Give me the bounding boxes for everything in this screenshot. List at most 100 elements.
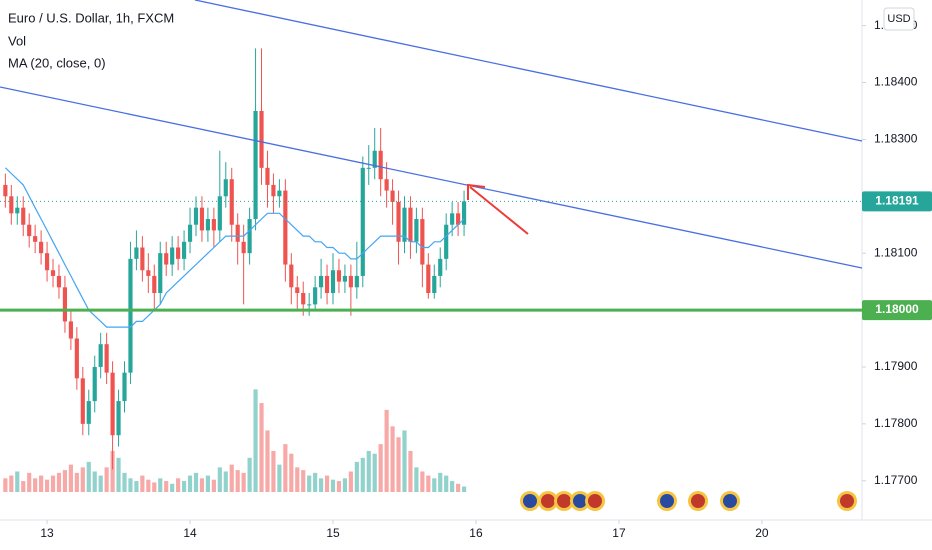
volume-bar <box>259 403 264 492</box>
volume-bar <box>176 478 181 492</box>
candle-body <box>372 150 377 168</box>
x-tick-label: 20 <box>755 526 769 540</box>
volume-bar <box>336 481 342 492</box>
volume-bar <box>438 472 443 492</box>
candle-body <box>277 190 282 197</box>
volume-bar <box>62 470 68 492</box>
candle-body <box>176 247 181 259</box>
volume-bar <box>414 467 419 492</box>
volume-bar <box>128 478 133 492</box>
candle-body <box>360 167 365 276</box>
volume-bar <box>235 470 240 492</box>
volume-bar <box>92 471 97 492</box>
y-tick-label: 1.18100 <box>874 245 918 259</box>
volume-bar <box>15 471 20 492</box>
candle-body <box>461 201 467 225</box>
volume-bar <box>253 389 258 492</box>
volume-bar <box>152 482 157 492</box>
candle-body <box>408 207 413 242</box>
volume-bar <box>110 450 115 492</box>
volume-bar <box>74 472 79 492</box>
candle-body <box>438 258 443 276</box>
candle-body <box>396 201 401 242</box>
arrow <box>467 183 529 235</box>
x-tick-label: 13 <box>40 526 54 540</box>
candle-body <box>199 207 205 231</box>
volume-bar <box>104 467 109 492</box>
volume-bar <box>140 475 145 492</box>
indicator-label: Vol <box>8 33 26 48</box>
x-tick-label: 16 <box>469 526 483 540</box>
candle-body <box>92 366 97 402</box>
y-tick-label: 1.18300 <box>874 132 918 146</box>
volume-bar <box>366 450 371 492</box>
volume-bar <box>181 481 187 492</box>
volume-bar <box>241 472 246 492</box>
volume-bar <box>289 453 294 492</box>
candle-body <box>432 275 437 293</box>
candle-body <box>450 213 455 225</box>
volume-bar <box>444 475 449 492</box>
candle-body <box>241 241 246 254</box>
x-tick-label: 14 <box>183 526 197 540</box>
candle-body <box>402 207 407 242</box>
volume-bar <box>277 464 282 492</box>
candle-body <box>259 110 264 168</box>
currency-label: USD <box>887 13 910 25</box>
volume-bar <box>426 475 431 492</box>
candle-body <box>348 275 353 288</box>
candle-body <box>205 219 210 231</box>
candle-body <box>9 196 14 214</box>
candle-body <box>27 224 32 237</box>
volume-bar <box>390 426 395 492</box>
volume-bar <box>27 472 32 492</box>
candle-body <box>420 219 425 265</box>
candle-body <box>265 167 270 185</box>
volume-bar <box>408 450 413 492</box>
volume-bar <box>146 479 151 492</box>
candle-body <box>271 184 276 197</box>
volume-bar <box>456 483 461 492</box>
volume-bar <box>396 437 401 492</box>
volume-bar <box>307 475 312 492</box>
volume-bar <box>205 475 210 492</box>
y-tick-label: 1.17900 <box>874 359 918 373</box>
candle-body <box>74 338 79 379</box>
volume-bar <box>50 475 56 492</box>
candle-body <box>98 344 103 367</box>
volume-bar <box>39 475 44 492</box>
candle-body <box>104 344 109 373</box>
volume-bar <box>223 471 228 492</box>
candle-body <box>223 179 228 197</box>
price-tag <box>862 191 932 212</box>
candle-body <box>33 236 38 242</box>
candle-body <box>164 253 169 265</box>
candle-body <box>444 224 449 259</box>
ma-line <box>4 167 465 328</box>
event-icons <box>520 491 857 511</box>
candle-body <box>414 219 419 242</box>
volume-bar <box>164 481 169 492</box>
candle-body <box>187 224 193 242</box>
currency-button[interactable] <box>883 7 915 31</box>
candle-body <box>68 321 73 339</box>
candle-body <box>307 304 312 306</box>
volume-bar <box>372 453 377 492</box>
candle-body <box>336 270 342 282</box>
candle-body <box>3 184 8 197</box>
candle-body <box>122 372 127 402</box>
candle-body <box>152 275 157 293</box>
volume-bar <box>432 478 437 492</box>
price-tag-label: 1.18191 <box>875 194 919 208</box>
volume-bar <box>384 409 389 492</box>
candle-body <box>134 247 139 259</box>
volume-bar <box>420 471 425 492</box>
volume-bar <box>217 467 222 492</box>
candle-body <box>86 401 91 424</box>
volume-bar <box>354 461 359 492</box>
volume-bar <box>402 430 407 492</box>
volume-bar <box>271 450 276 492</box>
candle-body <box>426 264 431 293</box>
volume-bar <box>68 464 73 492</box>
